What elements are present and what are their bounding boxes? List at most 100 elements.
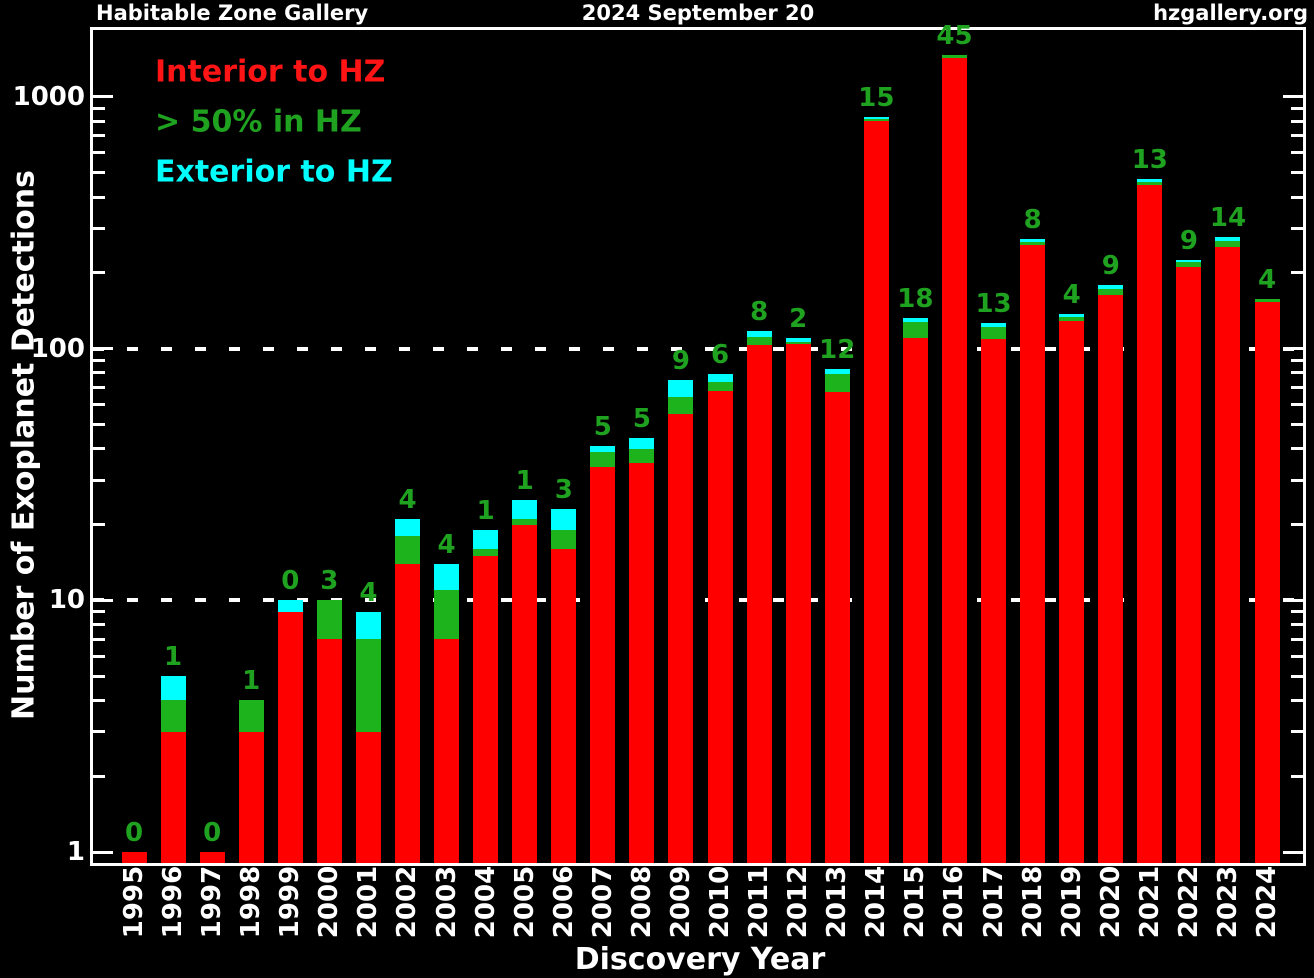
bar-segment-interior-2008 (629, 463, 655, 863)
bar-segment-in-hz-2014 (863, 118, 889, 121)
bar-2020 (1098, 30, 1124, 863)
bar-2021 (1137, 30, 1163, 863)
y-major-tick-10-right (1283, 598, 1303, 602)
y-minor-tick-90-right (1291, 358, 1303, 362)
y-minor-tick-5-right (1291, 674, 1303, 678)
bar-count-label-2021: 13 (1131, 144, 1168, 175)
bar-2022 (1176, 30, 1202, 863)
bar-segment-interior-1998 (238, 731, 264, 863)
bar-segment-interior-2005 (512, 524, 538, 863)
bar-count-label-2020: 9 (1101, 250, 1120, 281)
bar-1996 (160, 30, 186, 863)
bar-2013 (824, 30, 850, 863)
x-tick-label-2012: 2012 (783, 865, 814, 939)
bar-segment-in-hz-2022 (1176, 262, 1202, 267)
y-minor-tick-700-right (1291, 134, 1303, 138)
bar-count-label-1999: 0 (281, 566, 300, 597)
bar-segment-interior-2014 (863, 120, 889, 863)
bar-1995 (121, 30, 147, 863)
y-major-tick-100-left (93, 347, 113, 351)
bar-segment-in-hz-2019 (1059, 317, 1085, 321)
bar-count-label-2016: 45 (936, 20, 973, 51)
bar-count-label-2014: 15 (858, 83, 895, 113)
bar-segment-in-hz-2007 (590, 451, 616, 467)
y-major-tick-1000-right (1283, 95, 1303, 99)
x-tick-label-1999: 1999 (275, 865, 306, 939)
bar-count-label-2017: 13 (975, 289, 1012, 320)
bar-count-label-2011: 8 (750, 297, 769, 328)
y-minor-tick-9-left (93, 610, 105, 614)
x-tick-label-2001: 2001 (353, 865, 384, 939)
y-tick-label-1000: 1000 (12, 81, 85, 112)
y-minor-tick-80-right (1291, 371, 1303, 375)
bar-segment-interior-2019 (1059, 320, 1085, 863)
x-tick-label-2010: 2010 (705, 865, 736, 939)
bar-2017 (981, 30, 1007, 863)
bar-segment-exterior-2012 (785, 338, 811, 343)
bar-segment-interior-2013 (824, 392, 850, 863)
bar-count-label-2019: 4 (1062, 280, 1081, 311)
bar-2018 (1020, 30, 1046, 863)
bar-segment-interior-2016 (941, 58, 967, 863)
x-tick-label-2007: 2007 (587, 865, 618, 939)
bar-segment-interior-2003 (434, 639, 460, 863)
y-minor-tick-6-left (93, 654, 105, 658)
bar-1997 (199, 30, 225, 863)
bar-2006 (551, 30, 577, 863)
bar-segment-interior-2010 (707, 390, 733, 863)
y-minor-tick-900-right (1291, 106, 1303, 110)
bar-segment-exterior-2001 (355, 611, 381, 640)
y-minor-tick-600-right (1291, 151, 1303, 155)
bar-count-label-1996: 1 (164, 642, 183, 673)
bar-segment-exterior-2018 (1020, 239, 1046, 243)
y-minor-tick-5-left (93, 674, 105, 678)
y-minor-tick-8-right (1291, 623, 1303, 627)
bar-segment-interior-2001 (355, 731, 381, 863)
bar-segment-exterior-2007 (590, 446, 616, 452)
bar-2004 (473, 30, 499, 863)
bar-segment-interior-2007 (590, 466, 616, 863)
bar-segment-interior-1996 (160, 731, 186, 863)
bar-segment-in-hz-2024 (1254, 299, 1280, 303)
x-tick-label-2011: 2011 (744, 865, 775, 939)
x-tick-label-1997: 1997 (197, 865, 228, 939)
bar-count-label-2004: 1 (476, 496, 495, 527)
bar-count-label-2006: 3 (554, 475, 573, 506)
y-minor-tick-50-left (93, 422, 105, 426)
x-tick-label-2008: 2008 (626, 865, 657, 939)
bar-segment-in-hz-2011 (746, 337, 772, 346)
y-minor-tick-50-right (1291, 422, 1303, 426)
bar-segment-in-hz-2012 (785, 342, 811, 345)
bar-segment-in-hz-2010 (707, 381, 733, 391)
bar-segment-exterior-2004 (473, 530, 499, 549)
bar-segment-interior-2018 (1020, 245, 1046, 863)
bar-segment-in-hz-2005 (512, 519, 538, 525)
bar-count-label-2012: 2 (789, 304, 808, 335)
y-minor-tick-600-left (93, 151, 105, 155)
bar-count-label-1997: 0 (203, 818, 222, 848)
bar-segment-in-hz-2004 (473, 548, 499, 556)
y-minor-tick-300-left (93, 227, 105, 230)
x-tick-label-2014: 2014 (861, 865, 892, 939)
y-major-tick-100-right (1283, 347, 1303, 351)
x-tick-label-2009: 2009 (665, 865, 696, 939)
bar-segment-exterior-2013 (824, 368, 850, 375)
y-minor-tick-2-left (93, 774, 105, 778)
bar-segment-in-hz-2000 (316, 600, 342, 640)
x-tick-label-2024: 2024 (1252, 865, 1283, 939)
x-tick-label-1998: 1998 (236, 865, 267, 939)
bar-segment-in-hz-2006 (551, 530, 577, 549)
y-minor-tick-4-left (93, 698, 105, 702)
bar-count-label-2008: 5 (632, 404, 651, 435)
bar-segment-exterior-2008 (629, 438, 655, 449)
bar-segment-interior-2015 (902, 338, 928, 863)
bar-2024 (1254, 30, 1280, 863)
x-tick-label-2020: 2020 (1095, 865, 1126, 939)
x-tick-label-2016: 2016 (939, 865, 970, 939)
bar-2007 (590, 30, 616, 863)
bar-2010 (707, 30, 733, 863)
x-tick-label-2002: 2002 (392, 865, 423, 939)
y-minor-tick-90-left (93, 358, 105, 362)
bar-segment-in-hz-2002 (394, 536, 420, 564)
bar-2002 (394, 30, 420, 863)
